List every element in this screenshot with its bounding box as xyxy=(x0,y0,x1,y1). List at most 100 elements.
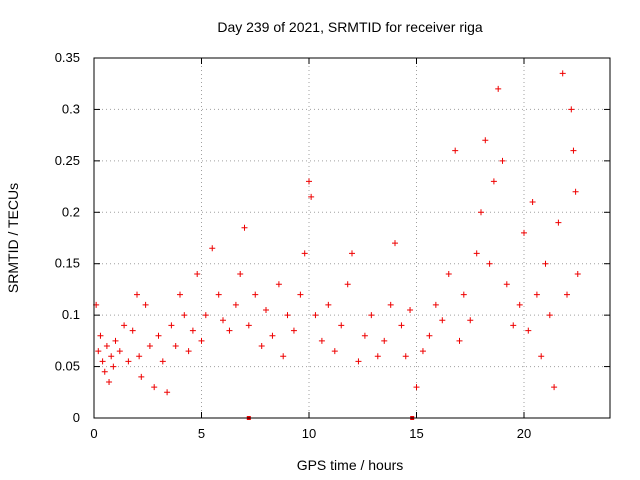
data-point xyxy=(344,281,351,288)
data-point xyxy=(318,337,325,344)
data-point xyxy=(478,209,484,216)
data-point xyxy=(237,271,244,277)
data-point xyxy=(445,271,452,277)
axis-ticks xyxy=(93,57,610,419)
y-tick-label: 0.2 xyxy=(62,204,80,219)
data-point xyxy=(555,219,562,226)
data-point xyxy=(108,353,115,360)
data-point xyxy=(368,312,375,319)
data-point xyxy=(241,224,248,231)
data-point xyxy=(510,322,517,329)
data-point xyxy=(529,199,536,205)
chart-title: Day 239 of 2021, SRMTID for receiver rig… xyxy=(217,19,483,35)
data-point xyxy=(297,291,304,298)
data-point xyxy=(398,322,405,329)
data-point xyxy=(280,353,287,360)
y-tick-label: 0 xyxy=(73,410,80,425)
data-point xyxy=(482,137,489,144)
data-point xyxy=(110,363,117,370)
data-point xyxy=(426,332,433,339)
data-point xyxy=(551,384,558,391)
data-point xyxy=(521,229,527,236)
y-tick-label: 0.25 xyxy=(55,153,80,168)
data-point xyxy=(245,322,252,329)
data-point xyxy=(308,193,315,200)
data-point xyxy=(252,291,259,298)
data-point xyxy=(419,348,426,355)
data-point xyxy=(516,301,523,308)
data-point xyxy=(490,178,497,185)
data-point xyxy=(460,291,467,298)
data-point xyxy=(572,188,579,195)
data-point xyxy=(215,291,222,298)
y-tick-label: 0.35 xyxy=(55,50,80,65)
data-point xyxy=(189,327,196,334)
plot-frame xyxy=(93,57,611,419)
data-point xyxy=(116,348,123,355)
data-point xyxy=(101,368,108,375)
data-point xyxy=(159,358,166,365)
data-point xyxy=(198,337,205,344)
y-axis-label: SRMTID / TECUs xyxy=(5,183,21,293)
tick-labels: 0 5 10 15 20 0 0.05 0.1 0.15 0.2 0.25 0.3 0.35 xyxy=(55,50,532,441)
x-tick-label: 20 xyxy=(517,426,531,441)
data-point xyxy=(387,301,394,308)
data-point xyxy=(172,343,179,349)
data-point xyxy=(467,317,474,324)
data-point xyxy=(325,301,332,308)
data-point xyxy=(525,327,532,334)
grid xyxy=(94,58,610,418)
data-point xyxy=(194,271,201,277)
data-point xyxy=(97,332,104,339)
data-point xyxy=(232,301,239,308)
data-point xyxy=(168,322,175,329)
data-point xyxy=(306,178,312,185)
data-point xyxy=(413,384,420,391)
data-point xyxy=(381,337,388,344)
data-point xyxy=(136,353,143,360)
data-point xyxy=(220,317,226,324)
data-point xyxy=(349,250,355,257)
data-point xyxy=(284,312,291,319)
y-tick-label: 0.3 xyxy=(62,101,80,116)
data-point xyxy=(95,348,102,355)
y-tick-label: 0.1 xyxy=(62,307,80,322)
data-point xyxy=(209,245,216,252)
data-point xyxy=(574,271,581,277)
x-axis-label: GPS time / hours xyxy=(297,457,404,473)
data-point xyxy=(164,389,171,396)
data-point xyxy=(432,301,439,308)
data-point xyxy=(392,240,398,247)
data-point xyxy=(495,85,502,92)
data-point xyxy=(473,250,480,257)
x-tick-label: 10 xyxy=(302,426,316,441)
data-point xyxy=(269,332,276,339)
data-point xyxy=(99,358,106,365)
y-tick-label: 0.05 xyxy=(55,359,80,374)
data-point xyxy=(275,281,282,288)
data-point xyxy=(103,343,110,349)
data-point xyxy=(202,312,209,319)
data-point xyxy=(407,307,414,313)
x-tick-label: 0 xyxy=(90,426,97,441)
data-point xyxy=(177,291,183,298)
data-point xyxy=(258,343,265,349)
data-point xyxy=(226,327,233,334)
data-point xyxy=(331,348,338,355)
data-point xyxy=(263,307,269,313)
x-tick-label: 5 xyxy=(198,426,205,441)
x-tick-label: 15 xyxy=(409,426,423,441)
data-point xyxy=(503,281,510,288)
data-point xyxy=(181,312,188,319)
data-point xyxy=(456,337,463,344)
data-point xyxy=(134,291,140,298)
data-point xyxy=(185,348,192,355)
data-point xyxy=(499,157,506,164)
data-point xyxy=(542,260,549,267)
data-point xyxy=(486,260,493,267)
data-point xyxy=(142,301,149,308)
data-point xyxy=(301,250,308,257)
data-point xyxy=(546,312,553,319)
